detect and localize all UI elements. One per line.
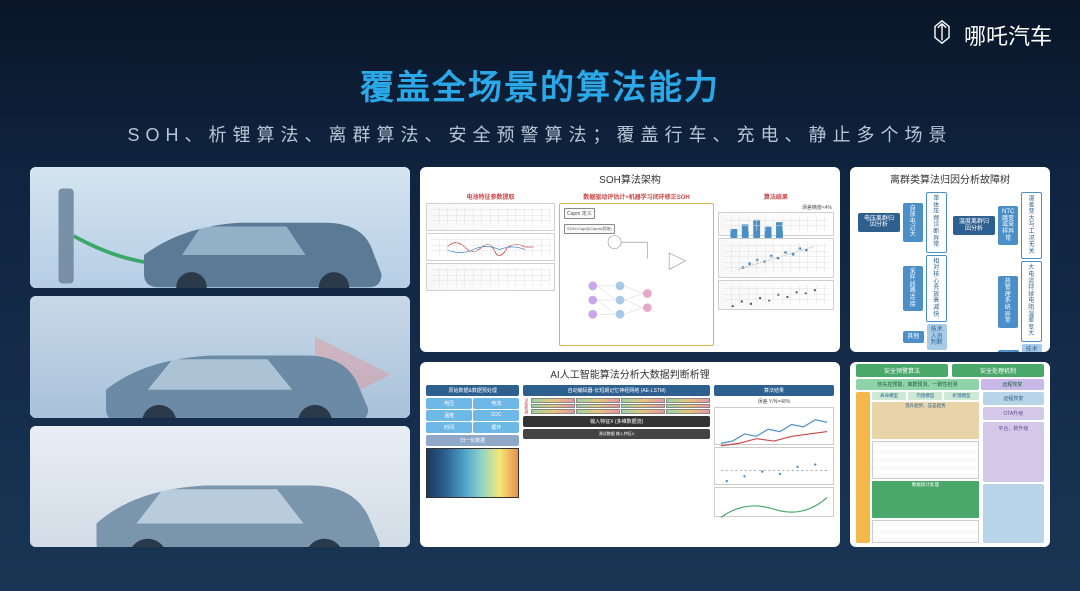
ai-col2: 自动编码器-长短期记忆神经网络 (AE-LSTM) 训练数据 输入特征X (多维… xyxy=(523,385,710,541)
ai-lineplot3 xyxy=(714,487,834,517)
soh-title: SOH算法架构 xyxy=(420,167,840,190)
page-subtitle: SOH、析锂算法、离群算法、安全预警算法；覆盖行车、充电、静止多个场景 xyxy=(0,121,1080,147)
scenario-column: 充电场景 行车场景 静置场景 xyxy=(30,167,410,547)
soh-flow: Capm 定义 SOH=Cap(t)/Capm(初始) xyxy=(559,203,714,346)
ai-lineplot2 xyxy=(714,447,834,485)
safety-panel: 安全预警算法 安全处理机制 热失控预警、离群预测、一致性检测 远程恢复 寿命模型… xyxy=(850,362,1050,547)
ai-panel: AI人工智能算法分析大数据判断析锂 原始数据&数据预处理 电压 电流 温度 SO… xyxy=(420,362,840,547)
soh-result1 xyxy=(718,212,834,236)
ai-title: AI人工智能算法分析大数据判断析锂 xyxy=(420,362,840,385)
ai-col3: 算法结果 误差 Y/N=48% xyxy=(714,385,834,541)
soh-col1: 电池特征参数提取 xyxy=(426,192,555,346)
ai-heatmap xyxy=(426,448,519,498)
soh-col3: 算法结果 误差精度<4% xyxy=(718,192,834,346)
lstm-grid xyxy=(531,398,710,414)
page-title: 覆盖全场景的算法能力 xyxy=(0,0,1080,109)
safety-data-grid xyxy=(872,441,979,478)
content-grid: SOH算法架构 电池特征参数提取 数据驱动评估计+机器学习闭环修正SOH Cap… xyxy=(0,147,1080,547)
fault-left: 电压离群归因分析自放电过大单体压频诊断异常 采样线路连接相对核心充放衰减快 其他… xyxy=(858,192,947,352)
soh-chart1 xyxy=(426,203,555,231)
soh-chart3 xyxy=(426,263,555,291)
fault-tree-panel: 离群类算法归因分析故障树 电压离群归因分析自放电过大单体压频诊断异常 采样线路连… xyxy=(850,167,1050,352)
soh-scatter xyxy=(718,238,834,278)
scenario-parking: 静置场景 xyxy=(30,426,410,547)
soh-col2: 数据驱动评估计+机器学习闭环修正SOH Capm 定义 SOH=Cap(t)/C… xyxy=(559,192,714,346)
soh-result3 xyxy=(718,280,834,310)
brand-icon xyxy=(928,18,956,52)
safety-data-grid2 xyxy=(872,520,979,543)
scenario-charging: 充电场景 xyxy=(30,167,410,288)
brand-logo: 哪吒汽车 xyxy=(928,18,1052,52)
soh-waveform xyxy=(426,233,555,261)
safety-yellow-bar xyxy=(856,392,870,543)
fault-tree-title: 离群类算法归因分析故障树 xyxy=(850,167,1050,190)
scenario-driving: 行车场景 xyxy=(30,296,410,417)
fault-right: 温度离群归因分析NTC跳变或采样异常温差变大与工况无关 热管理系统异常大电流持续… xyxy=(953,192,1042,352)
ai-lineplot1 xyxy=(714,407,834,445)
brand-name: 哪吒汽车 xyxy=(964,19,1052,51)
ai-col1: 原始数据&数据预处理 电压 电流 温度 SOC 时间 循环 归一化数据 xyxy=(426,385,519,541)
soh-panel: SOH算法架构 电池特征参数提取 数据驱动评估计+机器学习闭环修正SOH Cap… xyxy=(420,167,840,352)
